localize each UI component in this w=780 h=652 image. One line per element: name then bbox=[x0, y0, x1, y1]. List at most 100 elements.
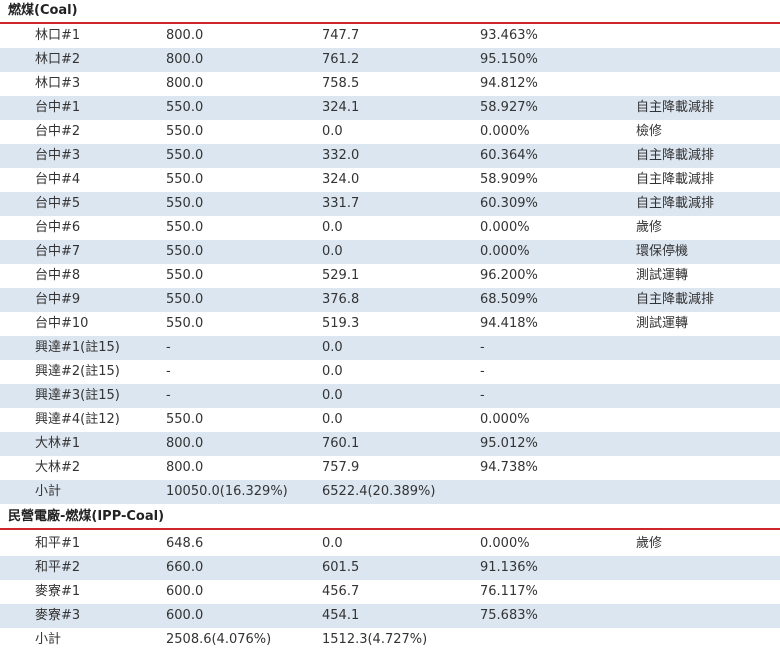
table-cell: 331.7 bbox=[322, 196, 360, 211]
table-row: 台中#2 550.0 0.0 0.000% 檢修 bbox=[0, 120, 780, 144]
table-row: 林口#2 800.0 761.2 95.150% bbox=[0, 48, 780, 72]
table-cell: 95.012% bbox=[480, 436, 538, 451]
table-row: 林口#3 800.0 758.5 94.812% bbox=[0, 72, 780, 96]
table-cell: 94.812% bbox=[480, 76, 538, 91]
table-cell: 0.0 bbox=[322, 364, 343, 379]
table-row: 台中#7 550.0 0.0 0.000% 環保停機 bbox=[0, 240, 780, 264]
table-cell: 自主降載減排 bbox=[636, 196, 715, 211]
table-row: 林口#1 800.0 747.7 93.463% bbox=[0, 24, 780, 48]
table-cell: 自主降載減排 bbox=[636, 100, 715, 115]
table-cell: 6522.4(20.389%) bbox=[322, 484, 436, 499]
table-cell: 自主降載減排 bbox=[636, 172, 715, 187]
table-cell: 550.0 bbox=[166, 196, 204, 211]
table-cell: 600.0 bbox=[166, 584, 204, 599]
table-cell: 歲修 bbox=[636, 220, 663, 235]
table-cell: 0.0 bbox=[322, 412, 343, 427]
table-cell: 550.0 bbox=[166, 316, 204, 331]
table-row: 台中#1 550.0 324.1 58.927% 自主降載減排 bbox=[0, 96, 780, 120]
table-cell: 林口#3 bbox=[35, 76, 81, 91]
table-cell: 歲修 bbox=[636, 536, 663, 551]
table-cell: 林口#1 bbox=[35, 28, 81, 43]
table-cell: - bbox=[480, 340, 485, 355]
table-row: 台中#10 550.0 519.3 94.418% 測試運轉 bbox=[0, 312, 780, 336]
table-row: 興達#4(註12) 550.0 0.0 0.000% bbox=[0, 408, 780, 432]
table-row: 台中#9 550.0 376.8 68.509% 自主降載減排 bbox=[0, 288, 780, 312]
section-title: 民營電廠-燃煤(IPP-Coal) bbox=[0, 506, 780, 530]
table-row: 和平#1 648.6 0.0 0.000% 歲修 bbox=[0, 532, 780, 556]
section-title: 燃煤(Coal) bbox=[0, 0, 780, 24]
table-cell: 550.0 bbox=[166, 412, 204, 427]
table-cell: 800.0 bbox=[166, 436, 204, 451]
table-row: 台中#3 550.0 332.0 60.364% 自主降載減排 bbox=[0, 144, 780, 168]
table-row: 台中#6 550.0 0.0 0.000% 歲修 bbox=[0, 216, 780, 240]
section: 燃煤(Coal) 林口#1 800.0 747.7 93.463% 林口#2 800.0 76… bbox=[0, 0, 780, 504]
table-cell: 68.509% bbox=[480, 292, 538, 307]
table-cell: 測試運轉 bbox=[636, 316, 689, 331]
table-row: 和平#2 660.0 601.5 91.136% bbox=[0, 556, 780, 580]
table-cell: 800.0 bbox=[166, 52, 204, 67]
table-cell: - bbox=[480, 364, 485, 379]
table-cell: 台中#3 bbox=[35, 148, 81, 163]
table-cell: 0.0 bbox=[322, 124, 343, 139]
table-row: 台中#8 550.0 529.1 96.200% 測試運轉 bbox=[0, 264, 780, 288]
table-row: 興達#2(註15) - 0.0 - bbox=[0, 360, 780, 384]
table-cell: 95.150% bbox=[480, 52, 538, 67]
table-row: 小計 10050.0(16.329%) 6522.4(20.389%) bbox=[0, 480, 780, 504]
table-cell: 林口#2 bbox=[35, 52, 81, 67]
table-cell: 550.0 bbox=[166, 244, 204, 259]
table-cell: 小計 bbox=[35, 632, 62, 647]
table-cell: 60.309% bbox=[480, 196, 538, 211]
table-cell: 93.463% bbox=[480, 28, 538, 43]
table-row: 台中#4 550.0 324.0 58.909% 自主降載減排 bbox=[0, 168, 780, 192]
table-cell: 648.6 bbox=[166, 536, 204, 551]
table-cell: 75.683% bbox=[480, 608, 538, 623]
table-cell: 0.000% bbox=[480, 244, 530, 259]
table-cell: - bbox=[480, 388, 485, 403]
table-cell: 興達#1(註15) bbox=[35, 340, 120, 355]
table-cell: 興達#4(註12) bbox=[35, 412, 120, 427]
table-cell: 519.3 bbox=[322, 316, 360, 331]
table-row: 台中#5 550.0 331.7 60.309% 自主降載減排 bbox=[0, 192, 780, 216]
table-cell: 550.0 bbox=[166, 220, 204, 235]
table-cell: 550.0 bbox=[166, 292, 204, 307]
table-cell: 大林#1 bbox=[35, 436, 81, 451]
table-cell: 自主降載減排 bbox=[636, 292, 715, 307]
table-cell: 550.0 bbox=[166, 268, 204, 283]
table-cell: 76.117% bbox=[480, 584, 538, 599]
table-row: 興達#1(註15) - 0.0 - bbox=[0, 336, 780, 360]
table-cell: 環保停機 bbox=[636, 244, 689, 259]
table-cell: 和平#2 bbox=[35, 560, 81, 575]
table-cell: 800.0 bbox=[166, 28, 204, 43]
table-cell: 台中#5 bbox=[35, 196, 81, 211]
table-cell: 0.000% bbox=[480, 412, 530, 427]
table-cell: 興達#2(註15) bbox=[35, 364, 120, 379]
table-cell: - bbox=[166, 388, 171, 403]
table-cell: 747.7 bbox=[322, 28, 360, 43]
table-cell: 台中#9 bbox=[35, 292, 81, 307]
table-row: 大林#2 800.0 757.9 94.738% bbox=[0, 456, 780, 480]
table-cell: 800.0 bbox=[166, 76, 204, 91]
table-cell: 758.5 bbox=[322, 76, 360, 91]
table-cell: - bbox=[166, 364, 171, 379]
table-cell: 660.0 bbox=[166, 560, 204, 575]
table-cell: 94.738% bbox=[480, 460, 538, 475]
table-cell: 757.9 bbox=[322, 460, 360, 475]
table-row: 大林#1 800.0 760.1 95.012% bbox=[0, 432, 780, 456]
table-cell: 麥寮#3 bbox=[35, 608, 81, 623]
table-cell: 58.909% bbox=[480, 172, 538, 187]
table-cell: 550.0 bbox=[166, 124, 204, 139]
table-cell: 小計 bbox=[35, 484, 62, 499]
table-cell: 1512.3(4.727%) bbox=[322, 632, 428, 647]
table-cell: 800.0 bbox=[166, 460, 204, 475]
table-cell: 自主降載減排 bbox=[636, 148, 715, 163]
table-cell: 550.0 bbox=[166, 148, 204, 163]
table-cell: 大林#2 bbox=[35, 460, 81, 475]
table-cell: 台中#1 bbox=[35, 100, 81, 115]
table-cell: 台中#6 bbox=[35, 220, 81, 235]
table-cell: 91.136% bbox=[480, 560, 538, 575]
table-row: 興達#3(註15) - 0.0 - bbox=[0, 384, 780, 408]
table-cell: 550.0 bbox=[166, 172, 204, 187]
table-cell: 760.1 bbox=[322, 436, 360, 451]
table-cell: 550.0 bbox=[166, 100, 204, 115]
